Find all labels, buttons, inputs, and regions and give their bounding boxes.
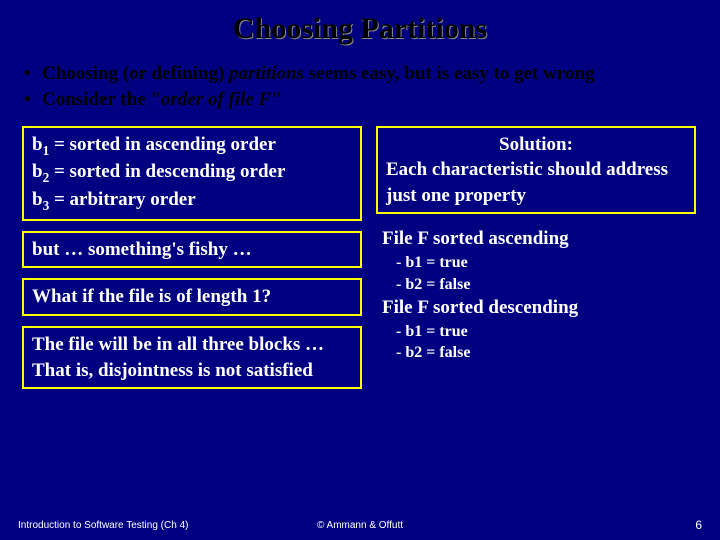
definition-row: b3 = arbitrary order <box>32 187 352 215</box>
right-column: Solution: Each characteristic should add… <box>376 126 696 400</box>
bullet-text: Consider the " <box>42 89 161 110</box>
fishy-box: but … something's fishy … <box>22 231 362 269</box>
bullet-list: Choosing (or defining) partitions seems … <box>24 62 696 112</box>
definition-row: b1 = sorted in ascending order <box>32 132 352 160</box>
bullet-text: Choosing (or defining) <box>42 63 229 84</box>
left-column: b1 = sorted in ascending order b2 = sort… <box>22 126 362 400</box>
content-columns: b1 = sorted in ascending order b2 = sort… <box>20 126 700 400</box>
footer-page-number: 6 <box>695 518 702 532</box>
var: b <box>32 189 43 210</box>
case-line: - b2 = false <box>382 274 690 296</box>
bullet-item: Consider the "order of file F" <box>24 88 696 112</box>
slide-title: Choosing Partitions <box>20 12 700 46</box>
footer-left: Introduction to Software Testing (Ch 4) <box>18 520 188 531</box>
def-text: = sorted in ascending order <box>49 134 276 155</box>
slide-footer: Introduction to Software Testing (Ch 4) … <box>0 518 720 532</box>
bullet-em: partitions <box>229 63 304 84</box>
case-line: - b1 = true <box>382 252 690 274</box>
var: b <box>32 161 43 182</box>
case-line: - b1 = true <box>382 321 690 343</box>
conclusion-box: The file will be in all three blocks … T… <box>22 326 362 389</box>
solution-text: Each characteristic should address just … <box>386 157 686 208</box>
definition-row: b2 = sorted in descending order <box>32 159 352 187</box>
def-text: = sorted in descending order <box>49 161 285 182</box>
length1-text: What if the file is of length 1? <box>32 286 271 307</box>
slide: Choosing Partitions Choosing (or definin… <box>0 0 720 540</box>
case-title: File F sorted ascending <box>382 226 690 252</box>
bullet-item: Choosing (or defining) partitions seems … <box>24 62 696 86</box>
solution-box: Solution: Each characteristic should add… <box>376 126 696 215</box>
case-title: File F sorted descending <box>382 295 690 321</box>
bullet-text: seems easy, but is easy to get wrong <box>304 63 594 84</box>
def-text: = arbitrary order <box>49 189 195 210</box>
conclusion-line: The file will be in all three blocks … <box>32 332 352 358</box>
length1-box: What if the file is of length 1? <box>22 278 362 316</box>
bullet-text: " <box>271 89 282 110</box>
partition-definitions-box: b1 = sorted in ascending order b2 = sort… <box>22 126 362 221</box>
case-line: - b2 = false <box>382 342 690 364</box>
var: b <box>32 134 43 155</box>
conclusion-line: That is, disjointness is not satisfied <box>32 358 352 384</box>
footer-center: © Ammann & Offutt <box>317 520 403 531</box>
solution-title: Solution: <box>386 132 686 158</box>
fishy-text: but … something's fishy … <box>32 239 252 260</box>
bullet-em: order of file F <box>161 89 271 110</box>
case-ascending: File F sorted ascending - b1 = true - b2… <box>376 224 696 370</box>
